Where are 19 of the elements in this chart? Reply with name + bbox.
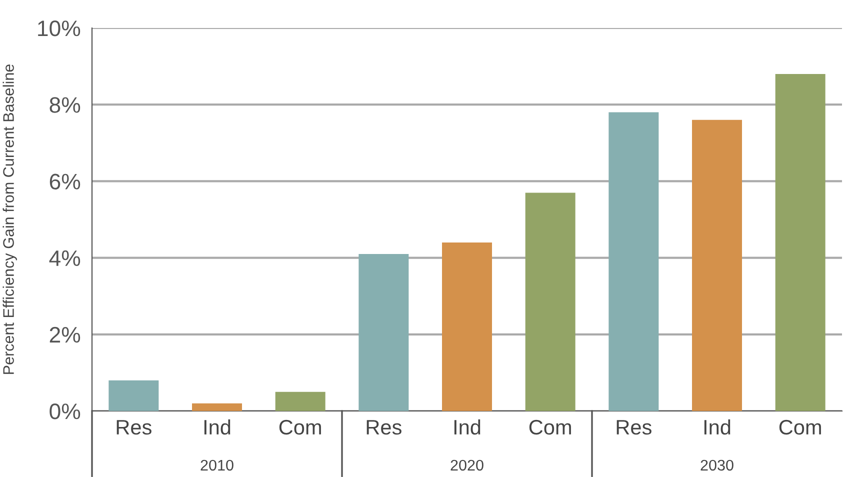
x-tick-label: Com — [529, 420, 571, 435]
text: 2030 — [700, 460, 734, 471]
y-axis-title: Percent Efficiency Gain from Current Baseline — [2, 64, 17, 374]
text: 2010 — [200, 460, 234, 471]
y-tick-label: 2% — [50, 326, 80, 343]
x-tick-label: Res — [366, 420, 402, 435]
y-tick-label: 8% — [50, 97, 80, 113]
x-tick-label: Res — [116, 420, 152, 435]
y-tick-label: 4% — [49, 250, 80, 266]
text: 2020 — [450, 460, 484, 471]
x-tick-label: Ind — [704, 419, 730, 435]
x-tick-label: Ind — [454, 419, 480, 435]
y-tick-label: 6% — [50, 174, 80, 190]
x-tick-label: Com — [279, 420, 321, 435]
x-tick-label: Res — [616, 420, 652, 435]
y-tick-label: 10% — [38, 20, 80, 36]
y-tick-label: 0% — [50, 404, 80, 420]
x-tick-label: Ind — [204, 419, 230, 435]
x-tick-label: Com — [779, 420, 821, 435]
